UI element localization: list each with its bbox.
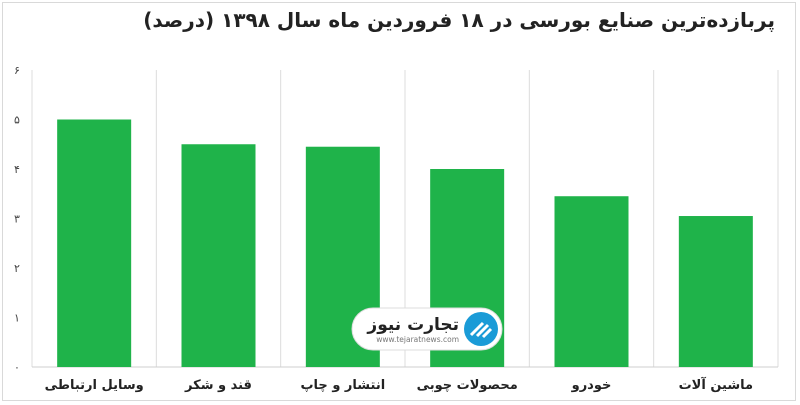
watermark-name: تجارت نیوز: [366, 315, 459, 335]
bars: [57, 119, 753, 367]
y-tick-label: ۲: [14, 262, 20, 275]
y-tick-label: ۱: [14, 312, 20, 325]
category-label: انتشار و چاپ: [300, 378, 385, 393]
category-label: قند و شکر: [184, 378, 252, 393]
category-label: وسایل ارتباطی: [45, 378, 144, 393]
watermark-logo: تجارت نیوز www.tejaratnews.com: [351, 307, 503, 351]
y-tick-label: ۵: [14, 114, 20, 127]
watermark-url: www.tejaratnews.com: [376, 335, 459, 344]
category-label: خودرو: [571, 378, 612, 393]
x-axis: وسایل ارتباطی قند و شکر انتشار و چاپ محصولا…: [45, 376, 753, 393]
y-tick-label: ۶: [14, 64, 20, 77]
bar: [678, 216, 753, 367]
watermark-globe-icon: [464, 312, 498, 346]
category-label: محصولات چوبی: [417, 378, 518, 393]
y-tick-label: ۳: [14, 213, 20, 226]
bar: [554, 196, 629, 367]
bar: [57, 119, 132, 367]
y-tick-label: ۴: [14, 163, 20, 176]
watermark-pill: [351, 307, 503, 351]
chart-frame: [2, 2, 796, 401]
y-tick-label: ۰: [14, 361, 20, 374]
category-label: ماشین آلات: [679, 376, 753, 393]
bar: [181, 144, 256, 367]
watermark-arrow-icon: [469, 321, 493, 339]
y-axis: ۰ ۱ ۲ ۳ ۴ ۵ ۶: [14, 64, 20, 374]
chart-title: پربازده‌ترین صنایع بورسی در ۱۸ فروردین م…: [143, 8, 775, 32]
